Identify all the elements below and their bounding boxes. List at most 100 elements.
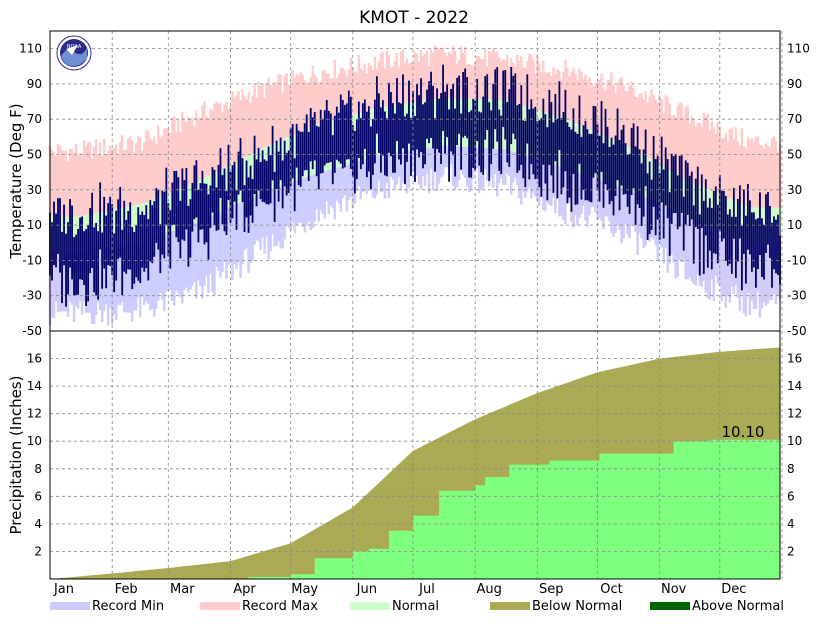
temperature-tick-label-left: -30 [22, 289, 42, 303]
temperature-tick-label-right: 90 [787, 77, 802, 91]
observed-temperature-bar [570, 129, 573, 212]
observed-temperature-bar [486, 74, 489, 131]
observed-temperature-bar [534, 106, 537, 180]
observed-temperature-bar [215, 187, 218, 231]
normal-range-bar [706, 188, 709, 225]
record-min-bar [586, 175, 589, 227]
record-min-bar [512, 151, 515, 183]
record-min-bar [684, 214, 687, 280]
normal-range-bar [293, 134, 296, 182]
temperature-tick-label-left: 50 [27, 148, 42, 162]
observed-temperature-bar [394, 113, 396, 173]
observed-temperature-bar [572, 108, 575, 174]
record-min-bar [676, 211, 679, 277]
observed-temperature-bar [109, 196, 112, 266]
observed-temperature-bar [462, 71, 465, 138]
observed-temperature-bar [61, 231, 63, 304]
observed-temperature-bar [606, 126, 609, 191]
observed-temperature-bar [103, 196, 106, 269]
observed-temperature-bar [73, 237, 75, 296]
record-min-bar [177, 229, 180, 294]
temperature-tick-label-right: 50 [787, 148, 802, 162]
record-min-bar [674, 210, 677, 279]
record-min-bar [106, 247, 110, 326]
record-min-bar [151, 238, 154, 309]
observed-temperature-bar [57, 198, 59, 254]
observed-temperature-bar [654, 159, 657, 236]
observed-temperature-bar [763, 224, 765, 280]
record-min-bar [520, 154, 523, 205]
observed-temperature-bar [412, 90, 414, 151]
observed-temperature-bar [765, 194, 767, 253]
observed-temperature-bar [175, 170, 178, 238]
observed-temperature-bar [129, 202, 132, 270]
observed-temperature-bar [664, 147, 667, 206]
observed-temperature-bar [255, 159, 258, 207]
observed-temperature-bar [317, 126, 320, 190]
observed-temperature-bar [674, 153, 677, 214]
record-min-bar [666, 206, 669, 273]
record-min-bar [486, 148, 489, 181]
record-min-bar [554, 164, 557, 213]
record-min-bar [317, 172, 320, 222]
record-min-bar [221, 210, 224, 273]
precipitation-tick-label-left: 4 [34, 517, 42, 531]
observed-temperature-bar [205, 183, 208, 243]
record-min-bar [419, 148, 423, 190]
record-min-bar [415, 149, 419, 176]
normal-range-bar [72, 216, 76, 252]
observed-temperature-bar [678, 155, 681, 227]
precipitation-grid [50, 331, 783, 579]
record-min-bar [253, 196, 256, 245]
temperature-grid [50, 31, 783, 331]
observed-temperature-bar [552, 122, 555, 193]
observed-temperature-bar [357, 101, 360, 159]
observed-temperature-bar [71, 205, 73, 280]
observed-temperature-bar [518, 104, 521, 171]
record-min-bar [443, 145, 447, 168]
record-min-bar [768, 242, 772, 301]
record-min-bar [287, 183, 290, 229]
record-min-bar [678, 212, 681, 261]
observed-temperature-bar [313, 112, 316, 161]
observed-temperature-bar [722, 191, 725, 239]
observed-temperature-bar [668, 192, 671, 256]
record-min-bar [331, 168, 334, 209]
record-min-bar [764, 242, 768, 306]
observed-temperature-bar [514, 73, 517, 140]
normal-range-bar [692, 182, 695, 219]
record-min-bar [315, 173, 318, 209]
observed-temperature-bar [745, 215, 747, 284]
observed-temperature-bar [287, 150, 290, 193]
record-min-bar [215, 213, 218, 267]
observed-temperature-bar [700, 174, 703, 228]
month-label: Oct [600, 582, 622, 597]
observed-temperature-bar [480, 112, 483, 173]
record-min-bar [90, 249, 94, 324]
observed-temperature-bar [496, 67, 499, 142]
observed-temperature-bar [171, 182, 174, 226]
record-min-bar [399, 151, 403, 191]
record-min-bar [530, 157, 533, 199]
observed-temperature-bar [775, 219, 777, 274]
observed-temperature-bar [207, 194, 210, 260]
observed-temperature-bar [586, 129, 589, 201]
record-min-bar [311, 175, 314, 229]
observed-temperature-bar [181, 168, 184, 240]
record-min-bar [752, 242, 756, 309]
observed-temperature-bar [117, 199, 120, 260]
observed-temperature-bar [297, 130, 300, 186]
observed-temperature-bar [566, 122, 569, 204]
observed-temperature-bar [506, 101, 509, 163]
record-min-bar [165, 233, 168, 291]
observed-temperature-bar [732, 187, 735, 239]
observed-temperature-bar [564, 89, 567, 172]
legend-label: Above Normal [692, 599, 784, 614]
observed-temperature-bar [93, 227, 96, 293]
observed-temperature-bar [484, 76, 487, 140]
record-min-bar [309, 175, 312, 231]
record-min-bar [265, 191, 268, 237]
observed-temperature-bar [622, 124, 625, 195]
observed-temperature-bar [638, 149, 641, 209]
